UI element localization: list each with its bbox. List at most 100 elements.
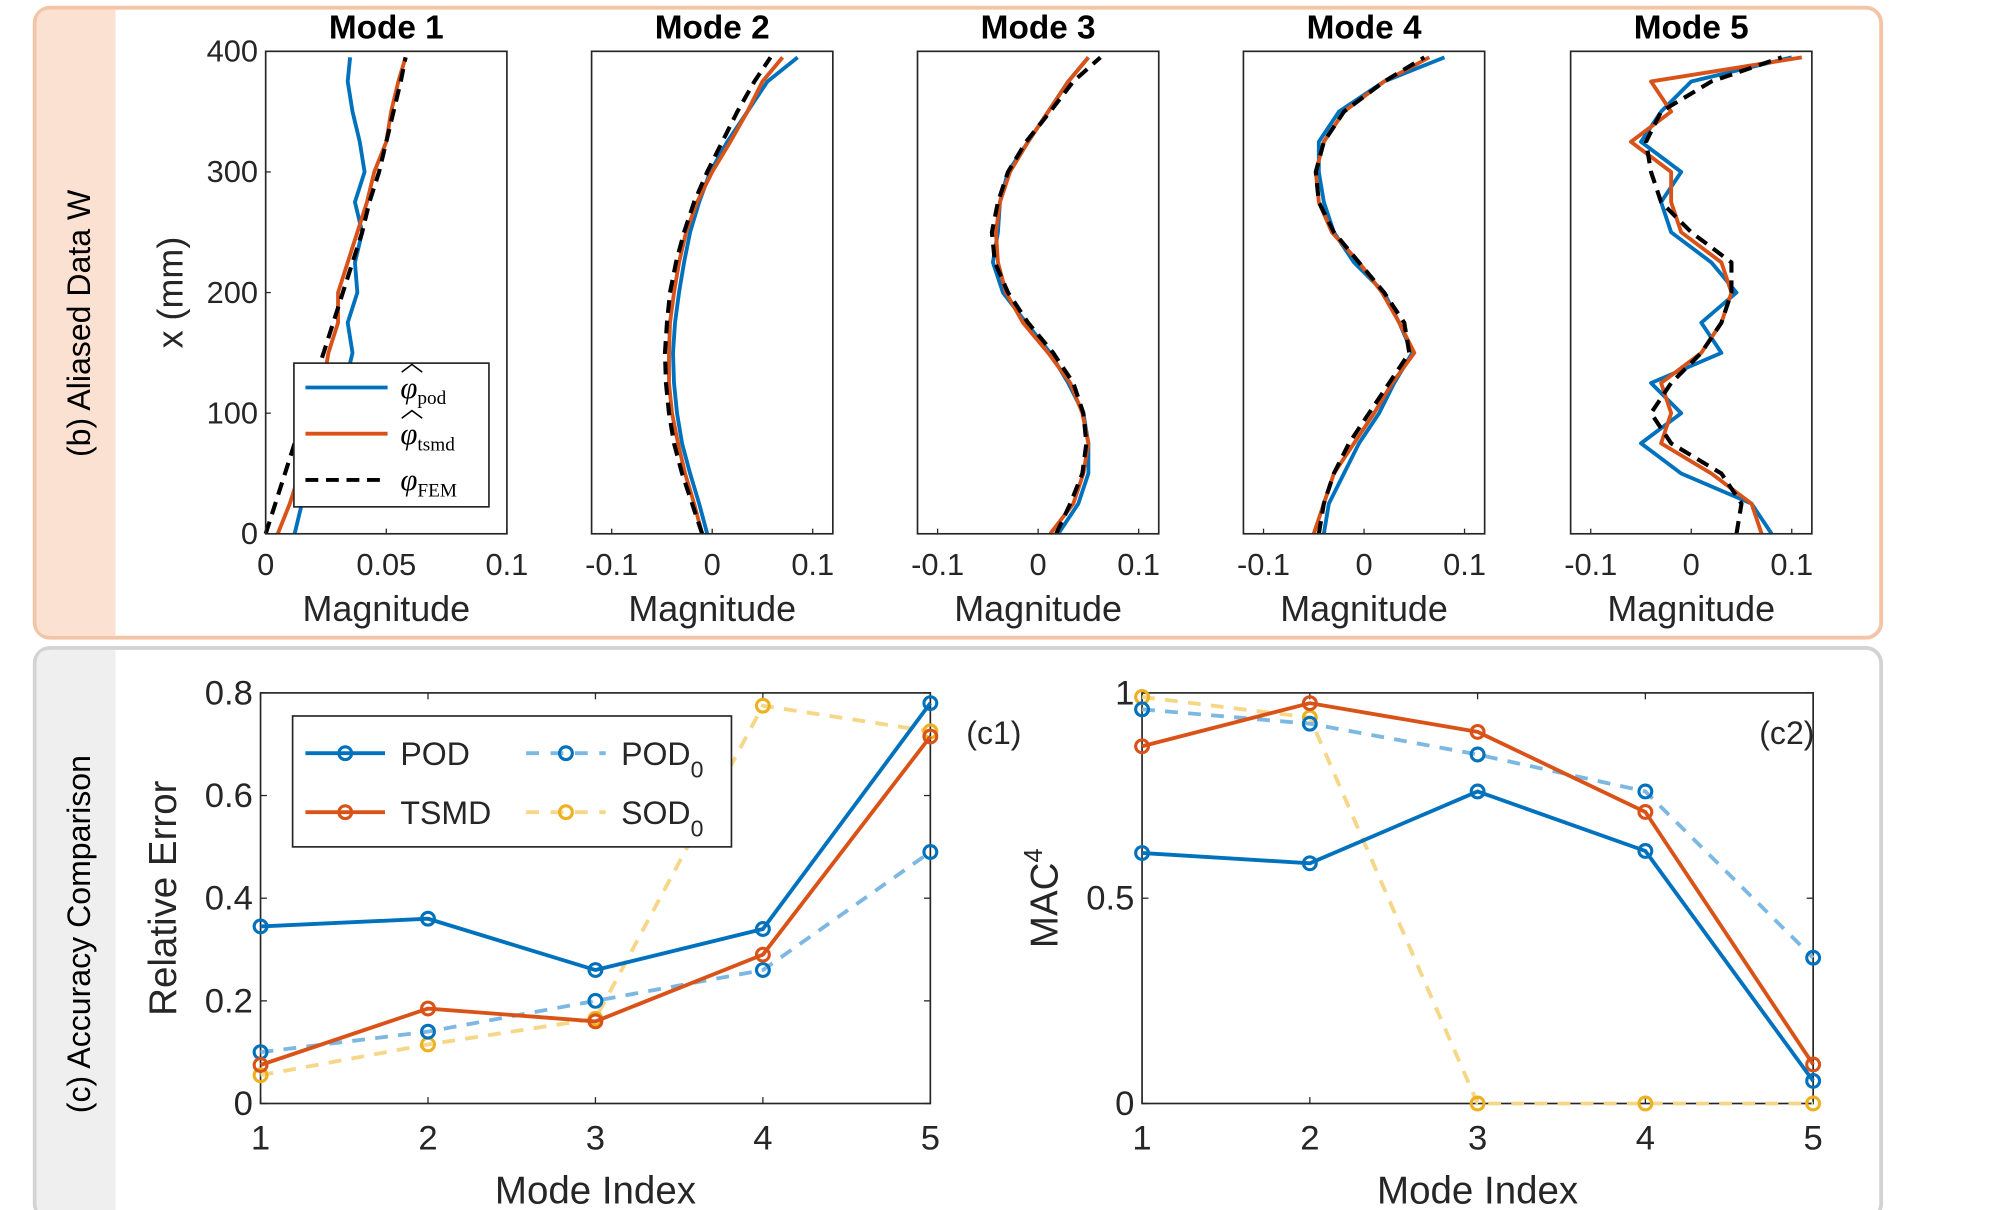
panel-tag: (c2) [1759, 715, 1814, 751]
series-line-pod0 [260, 850, 932, 1055]
mode-plot-1: Mode 1 0 0.05 0.1 Magnitude 0 100 200 300 400 x (m… [149, 9, 528, 629]
y-axis-label: Relative Error [142, 780, 185, 1015]
data-point-pod0 [1637, 783, 1654, 800]
data-point-pod [1637, 843, 1654, 859]
legend-box [291, 715, 733, 848]
x-tick-label: 5 [1804, 1120, 1823, 1158]
legend-subscript: tsmd [417, 434, 455, 455]
x-axis-label: Magnitude [628, 588, 796, 629]
legend-label-sod0: SOD0 [621, 795, 703, 842]
data-point-pod [1805, 1072, 1822, 1089]
data-point-tsmd [1469, 723, 1486, 740]
legend-label-tsmd: TSMD [400, 795, 491, 831]
legend-label-tsmd: φtsmd [400, 417, 455, 455]
panel-tag: (c1) [966, 715, 1021, 751]
x-tick-label: 0 [704, 547, 721, 582]
data-point-sod0 [252, 1067, 269, 1084]
legend-label-pod: φpod [400, 371, 446, 409]
mode-title: Mode 4 [1307, 9, 1422, 46]
y-tick-label: 0 [241, 516, 258, 551]
x-tick-label: 0.1 [486, 547, 529, 582]
y-tick-label: 0.2 [205, 982, 253, 1020]
mode-title: Mode 2 [655, 9, 770, 46]
y-tick-label: 300 [207, 154, 258, 189]
legend-label-pod: POD [400, 736, 469, 772]
data-point-pod0 [1134, 701, 1151, 718]
data-point-pod [252, 918, 269, 935]
legend-subscript: FEM [417, 481, 457, 502]
x-tick-label: 3 [586, 1120, 605, 1158]
series-line-tsmd [259, 735, 932, 1067]
x-tick-label: 0.1 [1770, 547, 1813, 582]
y-axis-label: MAC4 [1020, 848, 1066, 948]
x-axis-label: Magnitude [954, 588, 1122, 629]
y-tick-label: 0 [234, 1085, 253, 1123]
y-tick-label: 0.5 [1086, 880, 1134, 918]
data-point-pod0 [754, 962, 771, 979]
data-point-tsmd [1637, 804, 1654, 820]
x-tick-label: 2 [1300, 1120, 1319, 1158]
data-point-tsmd [420, 1000, 436, 1017]
data-point-pod0 [1301, 715, 1318, 732]
y-axis-label-superscript: 4 [1020, 848, 1048, 862]
x-axis-label: Magnitude [1607, 588, 1775, 629]
series-line-pod [1141, 789, 1815, 1083]
panel-b: (b) Aliased Data W [32, 5, 1884, 640]
x-axis-label: Magnitude [1280, 588, 1448, 629]
x-tick-label: 0.1 [1117, 547, 1160, 582]
data-point-pod [922, 695, 939, 712]
data-point-pod0 [1469, 746, 1486, 763]
x-tick-label: 4 [753, 1120, 772, 1158]
curve-fem [1313, 55, 1426, 535]
data-point-tsmd [1301, 695, 1318, 712]
data-point-pod [754, 921, 771, 937]
legend-subscript: pod [417, 388, 446, 409]
panel-b-band [36, 9, 116, 636]
data-point-pod0 [1805, 949, 1822, 966]
mode-title: Mode 5 [1634, 9, 1749, 46]
series-line-sod0 [1141, 695, 1814, 1106]
series-line-pod [260, 702, 932, 973]
mode-plot-3: Mode 3 -0.1 0 0.1 Magnitude [911, 9, 1160, 629]
legend-marker-sod0 [557, 804, 574, 821]
x-tick-label: 1 [251, 1120, 270, 1158]
x-tick-label: 1 [1132, 1120, 1151, 1158]
accuracy-plot-c1: 1 2 3 4 5 0 0.2 0.4 0.6 0.8 Mode Index Relative Err… [142, 674, 1022, 1210]
panel-b-frame [32, 5, 1884, 640]
x-tick-label: 0 [257, 547, 274, 582]
x-tick-label: 0 [1683, 547, 1700, 582]
x-axis-label: Mode Index [495, 1170, 696, 1210]
mode-plot-2: Mode 2 -0.1 0 0.1 Magnitude [585, 9, 834, 629]
legend-marker-pod0 [557, 745, 574, 762]
data-point-tsmd [587, 1013, 604, 1030]
panel-c-label: (c) Accuracy Comparison [61, 755, 97, 1113]
x-tick-label: 0.1 [791, 547, 834, 582]
y-axis-label-text: MAC [1023, 863, 1066, 949]
curve-fem [662, 56, 773, 535]
x-tick-label: 3 [1468, 1120, 1487, 1158]
data-point-pod0 [420, 1023, 436, 1040]
legend-label-subscript: 0 [691, 816, 704, 842]
data-point-sod0 [1805, 1095, 1822, 1112]
legend-symbol: φ [400, 371, 417, 405]
data-point-tsmd [754, 946, 771, 963]
legend-symbol: φ [400, 463, 417, 497]
x-tick-label: 0.1 [1443, 547, 1486, 582]
curve-fem [263, 56, 408, 535]
legend-label-text: SOD [621, 795, 690, 831]
y-tick-label: 0.8 [205, 674, 253, 712]
x-axis-label: Magnitude [302, 588, 470, 629]
x-axis-label: Mode Index [1377, 1170, 1578, 1210]
x-tick-label: 5 [921, 1120, 940, 1158]
x-tick-label: -0.1 [585, 547, 638, 582]
panel-b-label: (b) Aliased Data W [61, 189, 97, 457]
y-tick-label: 200 [207, 275, 258, 310]
panel-c-band [36, 649, 116, 1210]
data-point-pod [587, 962, 604, 979]
data-point-tsmd [252, 1057, 269, 1073]
curve-tsmd [667, 56, 785, 535]
